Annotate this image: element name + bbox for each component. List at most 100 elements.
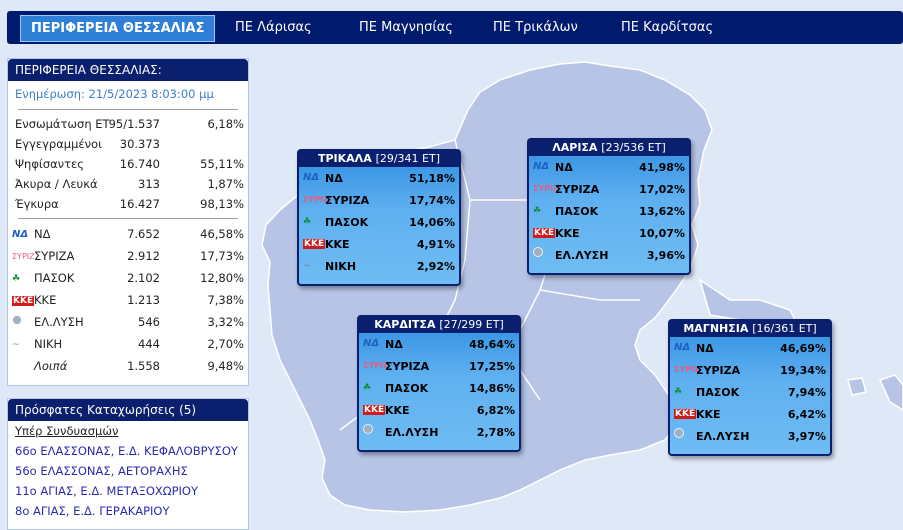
region-count: [23/536 ΕΤ] — [601, 141, 666, 154]
party-votes: 7.652 — [127, 227, 160, 241]
tab-pe-larisas[interactable]: ΠΕ Λάρισας — [235, 20, 312, 35]
nd-logo-icon: ΝΔ — [363, 338, 380, 349]
party-percent: 9,48% — [207, 359, 244, 373]
region-box-magnisia[interactable]: ΜΑΓΝΗΣΙΑ [16/361 ΕΤ] ΝΔ ΝΔ 46,69% ΣΥΡΙΖ … — [668, 319, 832, 456]
kke-logo-icon: ΚΚΕ — [303, 239, 326, 249]
region-party-row: ΣΥΡΙΖ ΣΥΡΙΖΑ 17,02% — [529, 178, 689, 200]
region-party-row: ΝΔ ΝΔ 41,98% — [529, 156, 689, 178]
el-lysi-logo-icon — [674, 428, 694, 442]
syriza-logo-icon: ΣΥΡΙΖ — [303, 195, 329, 204]
tab-pe-trikalon[interactable]: ΠΕ Τρικάλων — [493, 20, 578, 35]
region-party-name: ΝΙΚΗ — [325, 260, 357, 273]
stat-value: 16.427 — [119, 197, 160, 211]
region-party-percent: 10,07% — [639, 227, 685, 240]
region-box-larisa[interactable]: ΛΑΡΙΣΑ [23/536 ΕΤ] ΝΔ ΝΔ 41,98% ΣΥΡΙΖ ΣΥ… — [527, 138, 691, 275]
region-party-name: ΚΚΕ — [555, 227, 580, 240]
region-party-row: ΕΛ.ΛΥΣΗ 3,97% — [670, 425, 830, 447]
kke-logo-icon: ΚΚΕ — [12, 296, 35, 306]
region-party-name: ΠΑΣΟΚ — [385, 382, 429, 395]
region-party-name: ΣΥΡΙΖΑ — [555, 183, 600, 196]
pasok-logo-icon: ☘ — [12, 274, 21, 284]
party-percent: 2,70% — [207, 337, 244, 351]
party-votes: 2.912 — [127, 249, 160, 263]
party-percent: 46,58% — [200, 227, 244, 241]
stat-value: 30.373 — [119, 137, 160, 151]
region-party-row: ☘ ΠΑΣΟΚ 7,94% — [670, 381, 830, 403]
stat-row: Άκυρα / Λευκά 313 1,87% — [8, 174, 248, 194]
region-party-name: ΠΑΣΟΚ — [696, 386, 740, 399]
pasok-logo-icon: ☘ — [533, 206, 542, 216]
tab-pe-magnisias[interactable]: ΠΕ Μαγνησίας — [359, 20, 453, 35]
region-box-header: ΤΡΙΚΑΛΑ [29/341 ΕΤ] — [299, 151, 459, 167]
stat-row: Ψηφίσαντες 16.740 55,11% — [8, 154, 248, 174]
recent-entry-link[interactable]: 11ο ΑΓΙΑΣ, Ε.Δ. ΜΕΤΑΞΟΧΩΡΙΟΥ — [15, 484, 199, 498]
party-votes: 546 — [138, 315, 160, 329]
region-party-percent: 14,06% — [409, 216, 455, 229]
region-party-percent: 19,34% — [780, 364, 826, 377]
region-party-row: ΝΔ ΝΔ 51,18% — [299, 167, 459, 189]
party-row: ΕΛ.ΛΥΣΗ 546 3,32% — [8, 311, 248, 333]
recent-entry-link[interactable]: 66ο ΕΛΑΣΣΟΝΑΣ, Ε.Δ. ΚΕΦΑΛΟΒΡΥΣΟΥ — [15, 444, 238, 458]
region-party-percent: 17,74% — [409, 194, 455, 207]
region-party-percent: 13,62% — [639, 205, 685, 218]
region-party-percent: 48,64% — [469, 338, 515, 351]
tab-periferia-thessalias[interactable]: ΠΕΡΙΦΕΡΕΙΑ ΘΕΣΣΑΛΙΑΣ — [20, 15, 216, 42]
last-updated-text: Ενημέρωση: 21/5/2023 8:03:00 μμ — [15, 87, 214, 101]
region-box-trikala[interactable]: ΤΡΙΚΑΛΑ [29/341 ΕΤ] ΝΔ ΝΔ 51,18% ΣΥΡΙΖ Σ… — [297, 149, 461, 286]
region-party-row: ΚΚΕ ΚΚΕ 10,07% — [529, 222, 689, 244]
party-name: ΝΔ — [34, 227, 51, 241]
recent-entry-link[interactable]: 56ο ΕΛΑΣΣΟΝΑΣ, ΑΕΤΟΡΑΧΗΣ — [15, 464, 188, 478]
region-party-name: ΚΚΕ — [385, 404, 410, 417]
party-row: Λοιπά 1.558 9,48% — [8, 355, 248, 377]
region-party-row: ΕΛ.ΛΥΣΗ 3,96% — [529, 244, 689, 266]
region-party-name: ΠΑΣΟΚ — [555, 205, 599, 218]
region-party-row: ΚΚΕ ΚΚΕ 6,82% — [359, 399, 519, 421]
region-party-name: ΠΑΣΟΚ — [325, 216, 369, 229]
stat-percent: 98,13% — [200, 197, 244, 211]
region-party-percent: 2,78% — [476, 426, 515, 439]
party-votes: 444 — [138, 337, 160, 351]
region-count: [29/341 ΕΤ] — [375, 152, 441, 165]
niki-logo-icon: ~ — [12, 340, 20, 350]
region-party-name: ΚΚΕ — [696, 408, 721, 421]
region-party-percent: 17,02% — [639, 183, 685, 196]
summary-title: ΠΕΡΙΦΕΡΕΙΑ ΘΕΣΣΑΛΙΑΣ: Συγκεντρωτικά — [8, 59, 248, 99]
el-lysi-logo-icon — [12, 314, 40, 330]
region-party-percent: 6,82% — [476, 404, 515, 417]
recent-entries-panel: Πρόσφατες Καταχωρήσεις (5) Υπέρ Συνδυασμ… — [7, 398, 249, 530]
stat-percent: 6,18% — [207, 117, 244, 131]
tab-pe-karditsas[interactable]: ΠΕ Καρδίτσας — [621, 20, 714, 35]
stat-row: Έγκυρα 16.427 98,13% — [8, 194, 248, 214]
region-party-name: ΕΛ.ΛΥΣΗ — [385, 426, 439, 439]
region-party-percent: 6,42% — [787, 408, 826, 421]
stat-row: Ενσωμάτωση ΕΤ 95/1.537 6,18% — [8, 114, 248, 134]
stat-label: Εγγεγραμμένοι — [15, 137, 102, 151]
stat-percent: 1,87% — [207, 177, 244, 191]
recent-entry-link[interactable]: 8ο ΑΓΙΑΣ, Ε.Δ. ΓΕΡΑΚΑΡΙΟΥ — [15, 504, 170, 518]
region-party-row: ΣΥΡΙΖ ΣΥΡΙΖΑ 17,74% — [299, 189, 459, 211]
region-party-row: ☘ ΠΑΣΟΚ 14,86% — [359, 377, 519, 399]
syriza-logo-icon: ΣΥΡΙΖ — [533, 184, 559, 193]
region-party-name: ΝΔ — [555, 161, 573, 174]
region-box-header: ΛΑΡΙΣΑ [23/536 ΕΤ] — [529, 140, 689, 156]
el-lysi-logo-icon — [533, 247, 553, 261]
pasok-logo-icon: ☘ — [363, 383, 372, 393]
recent-heading-link[interactable]: Υπέρ Συνδυασμών — [15, 424, 119, 438]
region-name: ΛΑΡΙΣΑ — [552, 141, 598, 154]
pasok-logo-icon: ☘ — [303, 217, 312, 227]
stat-percent: 55,11% — [200, 157, 244, 171]
party-name: ΕΛ.ΛΥΣΗ — [34, 315, 84, 329]
party-name: Λοιπά — [34, 359, 68, 373]
stat-label: Έγκυρα — [15, 197, 59, 211]
region-party-percent: 2,92% — [416, 260, 455, 273]
recent-entries-list: Υπέρ Συνδυασμών 66ο ΕΛΑΣΣΟΝΑΣ, Ε.Δ. ΚΕΦΑ… — [8, 421, 248, 521]
region-party-percent: 41,98% — [639, 161, 685, 174]
region-party-percent: 51,18% — [409, 172, 455, 185]
region-box-karditsa[interactable]: ΚΑΡΔΙΤΣΑ [27/299 ΕΤ] ΝΔ ΝΔ 48,64% ΣΥΡΙΖ … — [357, 315, 521, 452]
region-party-name: ΝΔ — [385, 338, 403, 351]
party-row: ΣΥΡΙΖ ΣΥΡΙΖΑ 2.912 17,73% — [8, 245, 248, 267]
region-party-name: ΝΔ — [696, 342, 714, 355]
niki-logo-icon: ~ — [303, 261, 311, 271]
stats-list: Ενσωμάτωση ΕΤ 95/1.537 6,18% Εγγεγραμμένο… — [8, 114, 248, 214]
region-party-row: ☘ ΠΑΣΟΚ 14,06% — [299, 211, 459, 233]
